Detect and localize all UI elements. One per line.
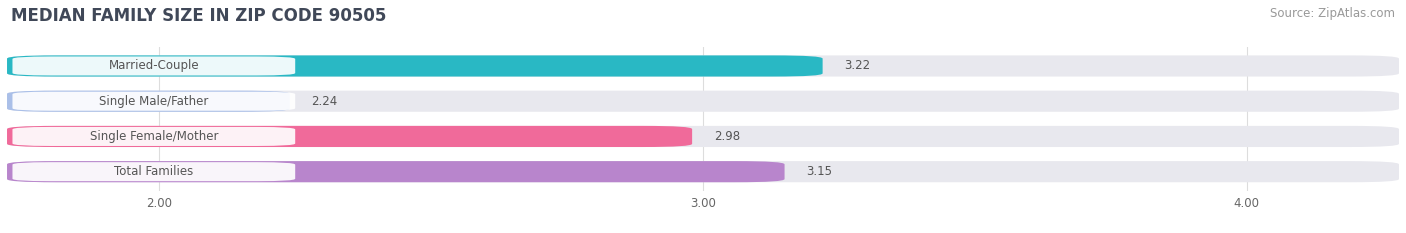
FancyBboxPatch shape [7, 126, 692, 147]
Text: Single Male/Father: Single Male/Father [100, 95, 208, 108]
FancyBboxPatch shape [13, 162, 295, 181]
FancyBboxPatch shape [7, 55, 823, 77]
FancyBboxPatch shape [7, 55, 1399, 77]
FancyBboxPatch shape [7, 91, 290, 112]
FancyBboxPatch shape [13, 92, 295, 111]
Text: 2.24: 2.24 [312, 95, 337, 108]
FancyBboxPatch shape [7, 161, 785, 182]
FancyBboxPatch shape [7, 126, 1399, 147]
Text: 3.15: 3.15 [806, 165, 832, 178]
Text: 3.22: 3.22 [845, 59, 870, 72]
Text: 2.98: 2.98 [714, 130, 740, 143]
Text: MEDIAN FAMILY SIZE IN ZIP CODE 90505: MEDIAN FAMILY SIZE IN ZIP CODE 90505 [11, 7, 387, 25]
FancyBboxPatch shape [7, 91, 1399, 112]
FancyBboxPatch shape [7, 161, 1399, 182]
Text: Married-Couple: Married-Couple [108, 59, 200, 72]
FancyBboxPatch shape [13, 127, 295, 146]
FancyBboxPatch shape [13, 56, 295, 75]
Text: Source: ZipAtlas.com: Source: ZipAtlas.com [1270, 7, 1395, 20]
Text: Total Families: Total Families [114, 165, 194, 178]
Text: Single Female/Mother: Single Female/Mother [90, 130, 218, 143]
